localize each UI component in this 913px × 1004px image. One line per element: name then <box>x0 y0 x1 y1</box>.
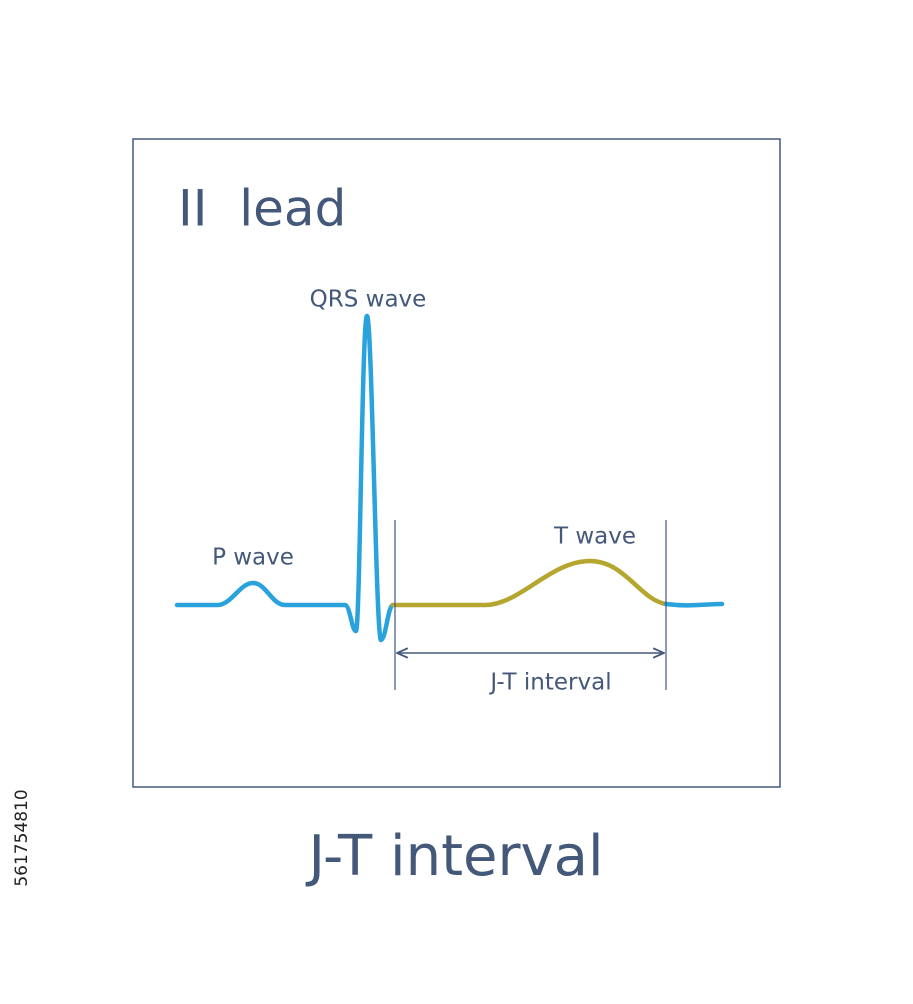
ecg-trace <box>174 313 396 643</box>
frame <box>132 138 781 788</box>
title: J-T interval <box>305 824 603 889</box>
stock-id: 561754810 <box>12 789 32 886</box>
t-label: T wave <box>553 524 636 550</box>
lead-label: II lead <box>178 180 346 238</box>
ecg-trace-end <box>663 601 725 608</box>
p-label: P wave <box>212 545 294 571</box>
interval-label: J-T interval <box>488 670 611 696</box>
qrs-label: QRS wave <box>310 287 427 313</box>
jt-segment <box>390 558 669 608</box>
